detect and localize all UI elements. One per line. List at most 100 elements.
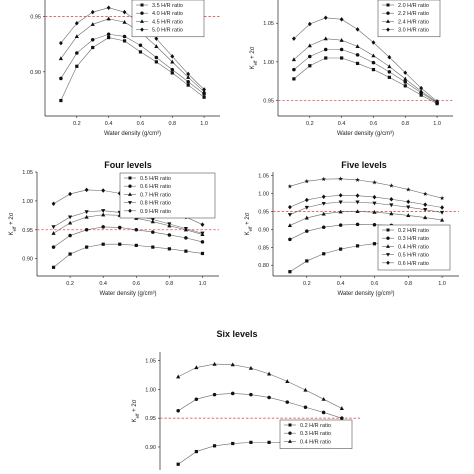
legend-marker: [128, 201, 132, 205]
data-point: [184, 249, 188, 253]
chart-panel-4: Five levels 0.80 0.85 0.90 0.95 1.00 1.05 0.2 0.…: [245, 160, 459, 297]
x-tick-label: 0.2: [66, 281, 74, 287]
data-point: [321, 225, 326, 229]
data-point: [338, 193, 343, 198]
legend: 2.0 H/R ratio 2.2 H/R ratio 2.4 H/R ratio 3…: [377, 0, 441, 38]
legend-marker: [288, 431, 292, 435]
legend-label: 0.7 H/R ratio: [140, 192, 171, 198]
data-point: [74, 20, 79, 26]
data-point: [371, 40, 376, 45]
legend-marker: [386, 3, 390, 7]
x-tick-label: 1.0: [200, 121, 208, 127]
data-point: [423, 208, 428, 212]
data-point: [304, 205, 309, 210]
data-point: [287, 183, 293, 189]
y-tick-label: 1.00: [145, 387, 156, 393]
data-point: [231, 441, 235, 446]
data-point: [405, 187, 411, 192]
data-point: [419, 85, 424, 91]
panel-title: Five levels: [341, 160, 387, 170]
y-tick-label: 0.90: [30, 70, 41, 76]
data-point: [323, 15, 328, 21]
data-point: [170, 59, 175, 64]
series-line: [60, 37, 205, 101]
data-point: [267, 395, 271, 400]
data-point: [106, 32, 111, 37]
data-point: [249, 392, 253, 397]
data-point: [51, 245, 56, 249]
data-point: [267, 440, 271, 444]
x-tick-label: 1.0: [433, 121, 441, 127]
data-point: [291, 36, 296, 41]
series-line: [293, 57, 438, 104]
data-point: [321, 211, 326, 216]
data-point: [183, 227, 188, 231]
y-axis-label: Keff + 2σ: [9, 212, 17, 235]
legend-label: 0.9 H/R ratio: [140, 209, 171, 215]
data-point: [51, 265, 56, 269]
data-point: [372, 209, 377, 214]
data-point: [339, 406, 344, 411]
y-tick-label: 1.05: [145, 359, 156, 365]
y-axis-label: Keff + 2σ: [132, 399, 140, 422]
data-point: [322, 252, 326, 256]
data-point: [194, 397, 199, 401]
data-point: [101, 209, 106, 213]
series-3: [176, 361, 344, 411]
data-point: [371, 53, 376, 58]
data-point: [106, 5, 111, 10]
data-point: [287, 213, 292, 217]
data-point: [323, 36, 328, 41]
data-point: [303, 405, 308, 410]
data-point: [84, 228, 89, 232]
panel-title: Six levels: [216, 329, 257, 339]
data-point: [68, 252, 72, 256]
y-tick-label: 0.95: [22, 228, 33, 234]
legend: 3.5 H/R ratio 4.0 H/R ratio 4.5 H/R ratio 5…: [131, 0, 205, 38]
legend-label: 0.6 H/R ratio: [140, 184, 171, 190]
data-point: [372, 242, 377, 246]
data-point: [338, 200, 343, 205]
series-line: [293, 38, 438, 103]
data-point: [288, 270, 292, 274]
data-point: [186, 79, 190, 84]
data-point: [59, 98, 63, 103]
legend-label: 2.2 H/R ratio: [398, 11, 429, 17]
data-point: [339, 17, 344, 22]
data-point: [74, 34, 79, 39]
data-point: [406, 213, 411, 217]
legend-marker: [140, 19, 144, 23]
data-point: [387, 64, 392, 69]
data-point: [355, 193, 360, 198]
y-tick-label: 0.90: [145, 445, 156, 451]
legend-marker: [386, 236, 390, 240]
panels-group: 0.90 0.95 0.2 0.4 0.6 0.8 1.0 Water density (g/…: [9, 0, 459, 470]
data-point: [304, 178, 310, 184]
legend-marker: [386, 19, 390, 23]
legend-label: 0.6 H/R ratio: [398, 261, 429, 267]
series-3: [291, 36, 440, 104]
data-point: [372, 194, 377, 200]
data-point: [403, 76, 408, 81]
data-point: [355, 177, 360, 182]
data-point: [75, 51, 79, 55]
data-point: [338, 223, 343, 227]
data-point: [194, 365, 199, 370]
data-point: [440, 205, 445, 210]
data-point: [154, 60, 158, 64]
legend-marker: [386, 11, 390, 15]
legend-marker: [140, 27, 144, 32]
data-point: [200, 231, 205, 236]
data-point: [150, 217, 155, 222]
y-tick-label: 1.05: [263, 21, 274, 27]
data-point: [90, 38, 95, 42]
legend-marker: [288, 439, 292, 443]
legend-label: 0.4 H/R ratio: [398, 244, 429, 250]
series-2: [292, 47, 439, 105]
legend-marker: [140, 11, 144, 15]
x-tick-label: 0.2: [306, 121, 314, 127]
data-point: [101, 212, 106, 217]
legend-label: 0.2 H/R ratio: [398, 228, 429, 234]
y-tick-label: 0.95: [258, 209, 269, 215]
